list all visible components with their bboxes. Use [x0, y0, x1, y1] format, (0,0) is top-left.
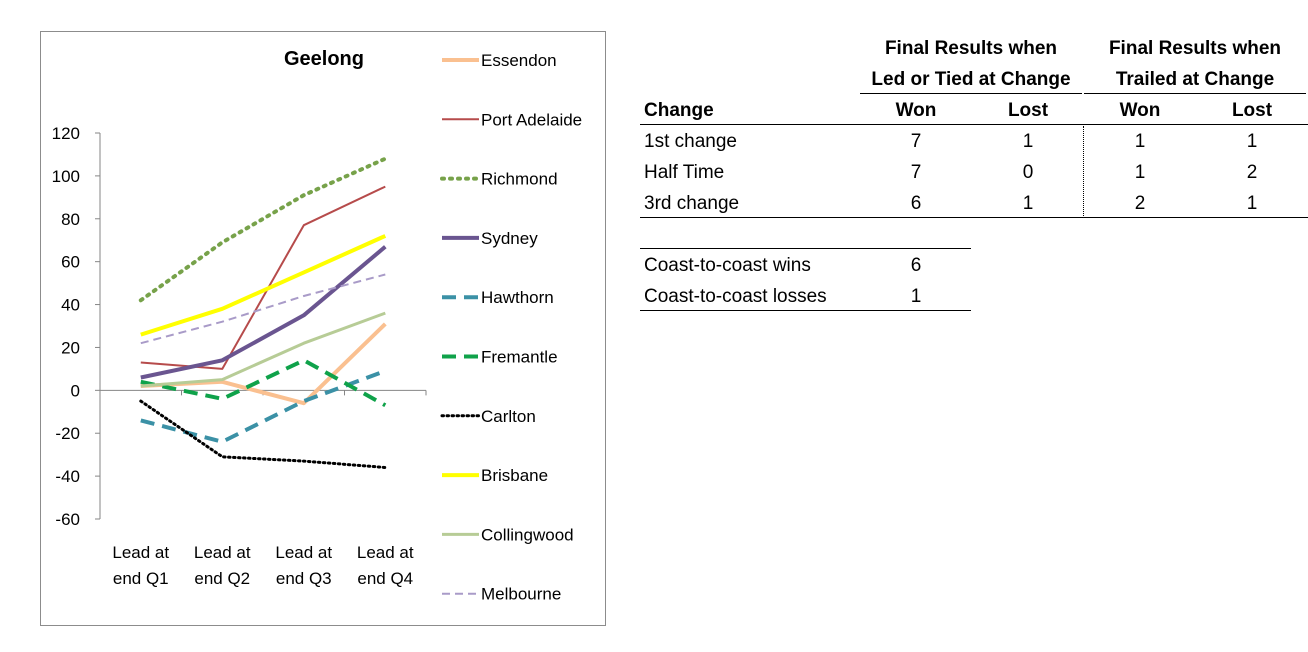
- row-label-half-time: Half Time: [644, 162, 725, 183]
- column-group-divider: [1083, 126, 1084, 216]
- x-tick-label: Lead at end Q4: [357, 543, 414, 588]
- cell-1st-lost-led: 1: [1022, 131, 1034, 152]
- x-tick-label: Lead at end Q3: [275, 543, 332, 588]
- table-bottom-rule: [640, 217, 1308, 218]
- y-tick-label: 0: [71, 381, 80, 400]
- chart-frame: Geelong -60 -40 -20 0 20 40 60 80 100 120 Lead at en…: [40, 31, 606, 626]
- legend-label-hawthorn: Hawthorn: [481, 288, 554, 307]
- group-header-rule-led: [860, 93, 1082, 94]
- group-header-rule-trailed: [1084, 93, 1306, 94]
- y-tick-label: 120: [52, 124, 80, 143]
- column-header-won-trailed: Won: [1119, 100, 1161, 121]
- y-tick-label: 60: [61, 253, 80, 272]
- header-rule: [640, 124, 1308, 125]
- x-tick-label-line: Lead at: [112, 543, 169, 562]
- group-header-trailed-line1: Final Results when: [1108, 38, 1282, 59]
- cell-1st-won-led: 7: [910, 131, 922, 152]
- x-tick-label-line: end Q2: [194, 569, 250, 588]
- y-tick-label: 20: [61, 338, 80, 357]
- series-line-sydney: [140, 245, 387, 380]
- column-header-change: Change: [644, 100, 714, 121]
- y-tick-label: -20: [55, 424, 80, 443]
- x-tick-label-line: end Q1: [113, 569, 169, 588]
- legend-label-collingwood: Collingwood: [481, 525, 574, 544]
- cell-3rd-lost-led: 1: [1022, 193, 1034, 214]
- cell-1st-won-trailed: 1: [1134, 131, 1146, 152]
- cell-ht-won-trailed: 1: [1134, 162, 1146, 183]
- cell-ht-lost-trailed: 2: [1246, 162, 1258, 183]
- x-tick-label: Lead at end Q2: [194, 543, 251, 588]
- cell-1st-lost-trailed: 1: [1246, 131, 1258, 152]
- cell-3rd-lost-trailed: 1: [1246, 193, 1258, 214]
- x-tick-label-line: Lead at: [357, 543, 414, 562]
- coast-wins-label: Coast-to-coast wins: [644, 255, 811, 276]
- series-line-richmond: [138, 156, 388, 303]
- x-tick-label-line: end Q4: [357, 569, 413, 588]
- coast-losses-label: Coast-to-coast losses: [644, 286, 827, 307]
- column-header-lost-led: Lost: [1007, 100, 1049, 121]
- legend-label-sydney: Sydney: [481, 229, 538, 248]
- cell-ht-won-led: 7: [910, 162, 922, 183]
- legend-label-brisbane: Brisbane: [481, 466, 548, 485]
- chart-title: Geelong: [284, 48, 364, 70]
- x-tick-label-line: Lead at: [194, 543, 251, 562]
- y-tick-label: 80: [61, 210, 80, 229]
- y-tick-label: -60: [55, 510, 80, 529]
- coast-table-bottom-rule: [640, 310, 971, 311]
- coast-wins-value: 6: [910, 255, 922, 276]
- row-label-3rd-change: 3rd change: [644, 193, 740, 214]
- cell-ht-lost-led: 0: [1022, 162, 1034, 183]
- column-header-lost-trailed: Lost: [1231, 100, 1273, 121]
- line-chart: Geelong -60 -40 -20 0 20 40 60 80 100 120 Lead at en…: [52, 48, 583, 604]
- column-header-won-led: Won: [895, 100, 937, 121]
- legend-label-melbourne: Melbourne: [481, 585, 561, 604]
- x-tick-label: Lead at end Q1: [112, 543, 169, 588]
- y-tick-label: 100: [52, 167, 80, 186]
- group-header-led-line2: Led or Tied at Change: [871, 69, 1071, 90]
- y-tick-label: 40: [61, 296, 80, 315]
- series-line-collingwood: [140, 311, 386, 388]
- series-line-melbourne: [140, 273, 386, 345]
- x-tick-label-line: Lead at: [275, 543, 332, 562]
- legend-label-port-adelaide: Port Adelaide: [481, 110, 582, 129]
- series-line-fremantle: [140, 358, 387, 408]
- coast-losses-value: 1: [910, 286, 922, 307]
- row-label-1st-change: 1st change: [644, 131, 737, 152]
- series-line-brisbane: [140, 234, 387, 337]
- y-tick-label: -40: [55, 467, 80, 486]
- series-line-port-adelaide: [140, 185, 386, 370]
- group-header-trailed-line2: Trailed at Change: [1115, 69, 1275, 90]
- group-header-led-line1: Final Results when: [884, 38, 1058, 59]
- cell-3rd-won-led: 6: [910, 193, 922, 214]
- series-line-carlton: [139, 399, 387, 469]
- legend-label-carlton: Carlton: [481, 407, 536, 426]
- legend-label-fremantle: Fremantle: [481, 348, 558, 367]
- x-tick-label-line: end Q3: [276, 569, 332, 588]
- coast-table-top-rule: [640, 248, 971, 249]
- legend-label-essendon: Essendon: [481, 51, 557, 70]
- legend-label-richmond: Richmond: [481, 170, 558, 189]
- cell-3rd-won-trailed: 2: [1134, 193, 1146, 214]
